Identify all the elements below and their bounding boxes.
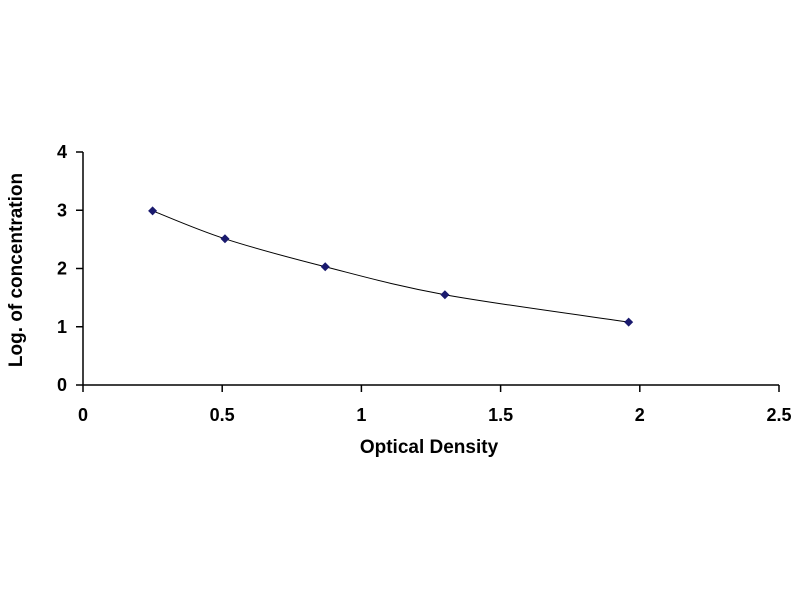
y-tick-label: 4 [57,142,67,162]
data-point [148,206,158,216]
x-tick-label: 2 [635,405,645,425]
data-point [220,234,230,244]
trend-line [152,210,629,323]
y-tick-label: 3 [57,200,67,220]
x-tick-label: 0 [78,405,88,425]
data-point [320,262,330,272]
x-tick-label: 0.5 [210,405,235,425]
y-axis: 0 1 2 3 4 [57,142,84,395]
data-point [624,317,634,327]
x-tick-label: 2.5 [766,405,791,425]
y-ticks: 0 1 2 3 4 [57,142,83,395]
x-tick-label: 1.5 [488,405,513,425]
x-tick-label: 1 [356,405,366,425]
data-points [148,206,634,327]
x-ticks: 0 0.5 1 1.5 2 2.5 [78,385,792,425]
y-tick-label: 2 [57,259,67,279]
y-tick-label: 0 [57,375,67,395]
y-axis-title: Log. of concentration [6,173,27,367]
x-axis: 0 0.5 1 1.5 2 2.5 [78,384,792,425]
data-point [440,290,450,300]
y-tick-label: 1 [57,317,67,337]
x-axis-title: Optical Density [360,437,499,458]
